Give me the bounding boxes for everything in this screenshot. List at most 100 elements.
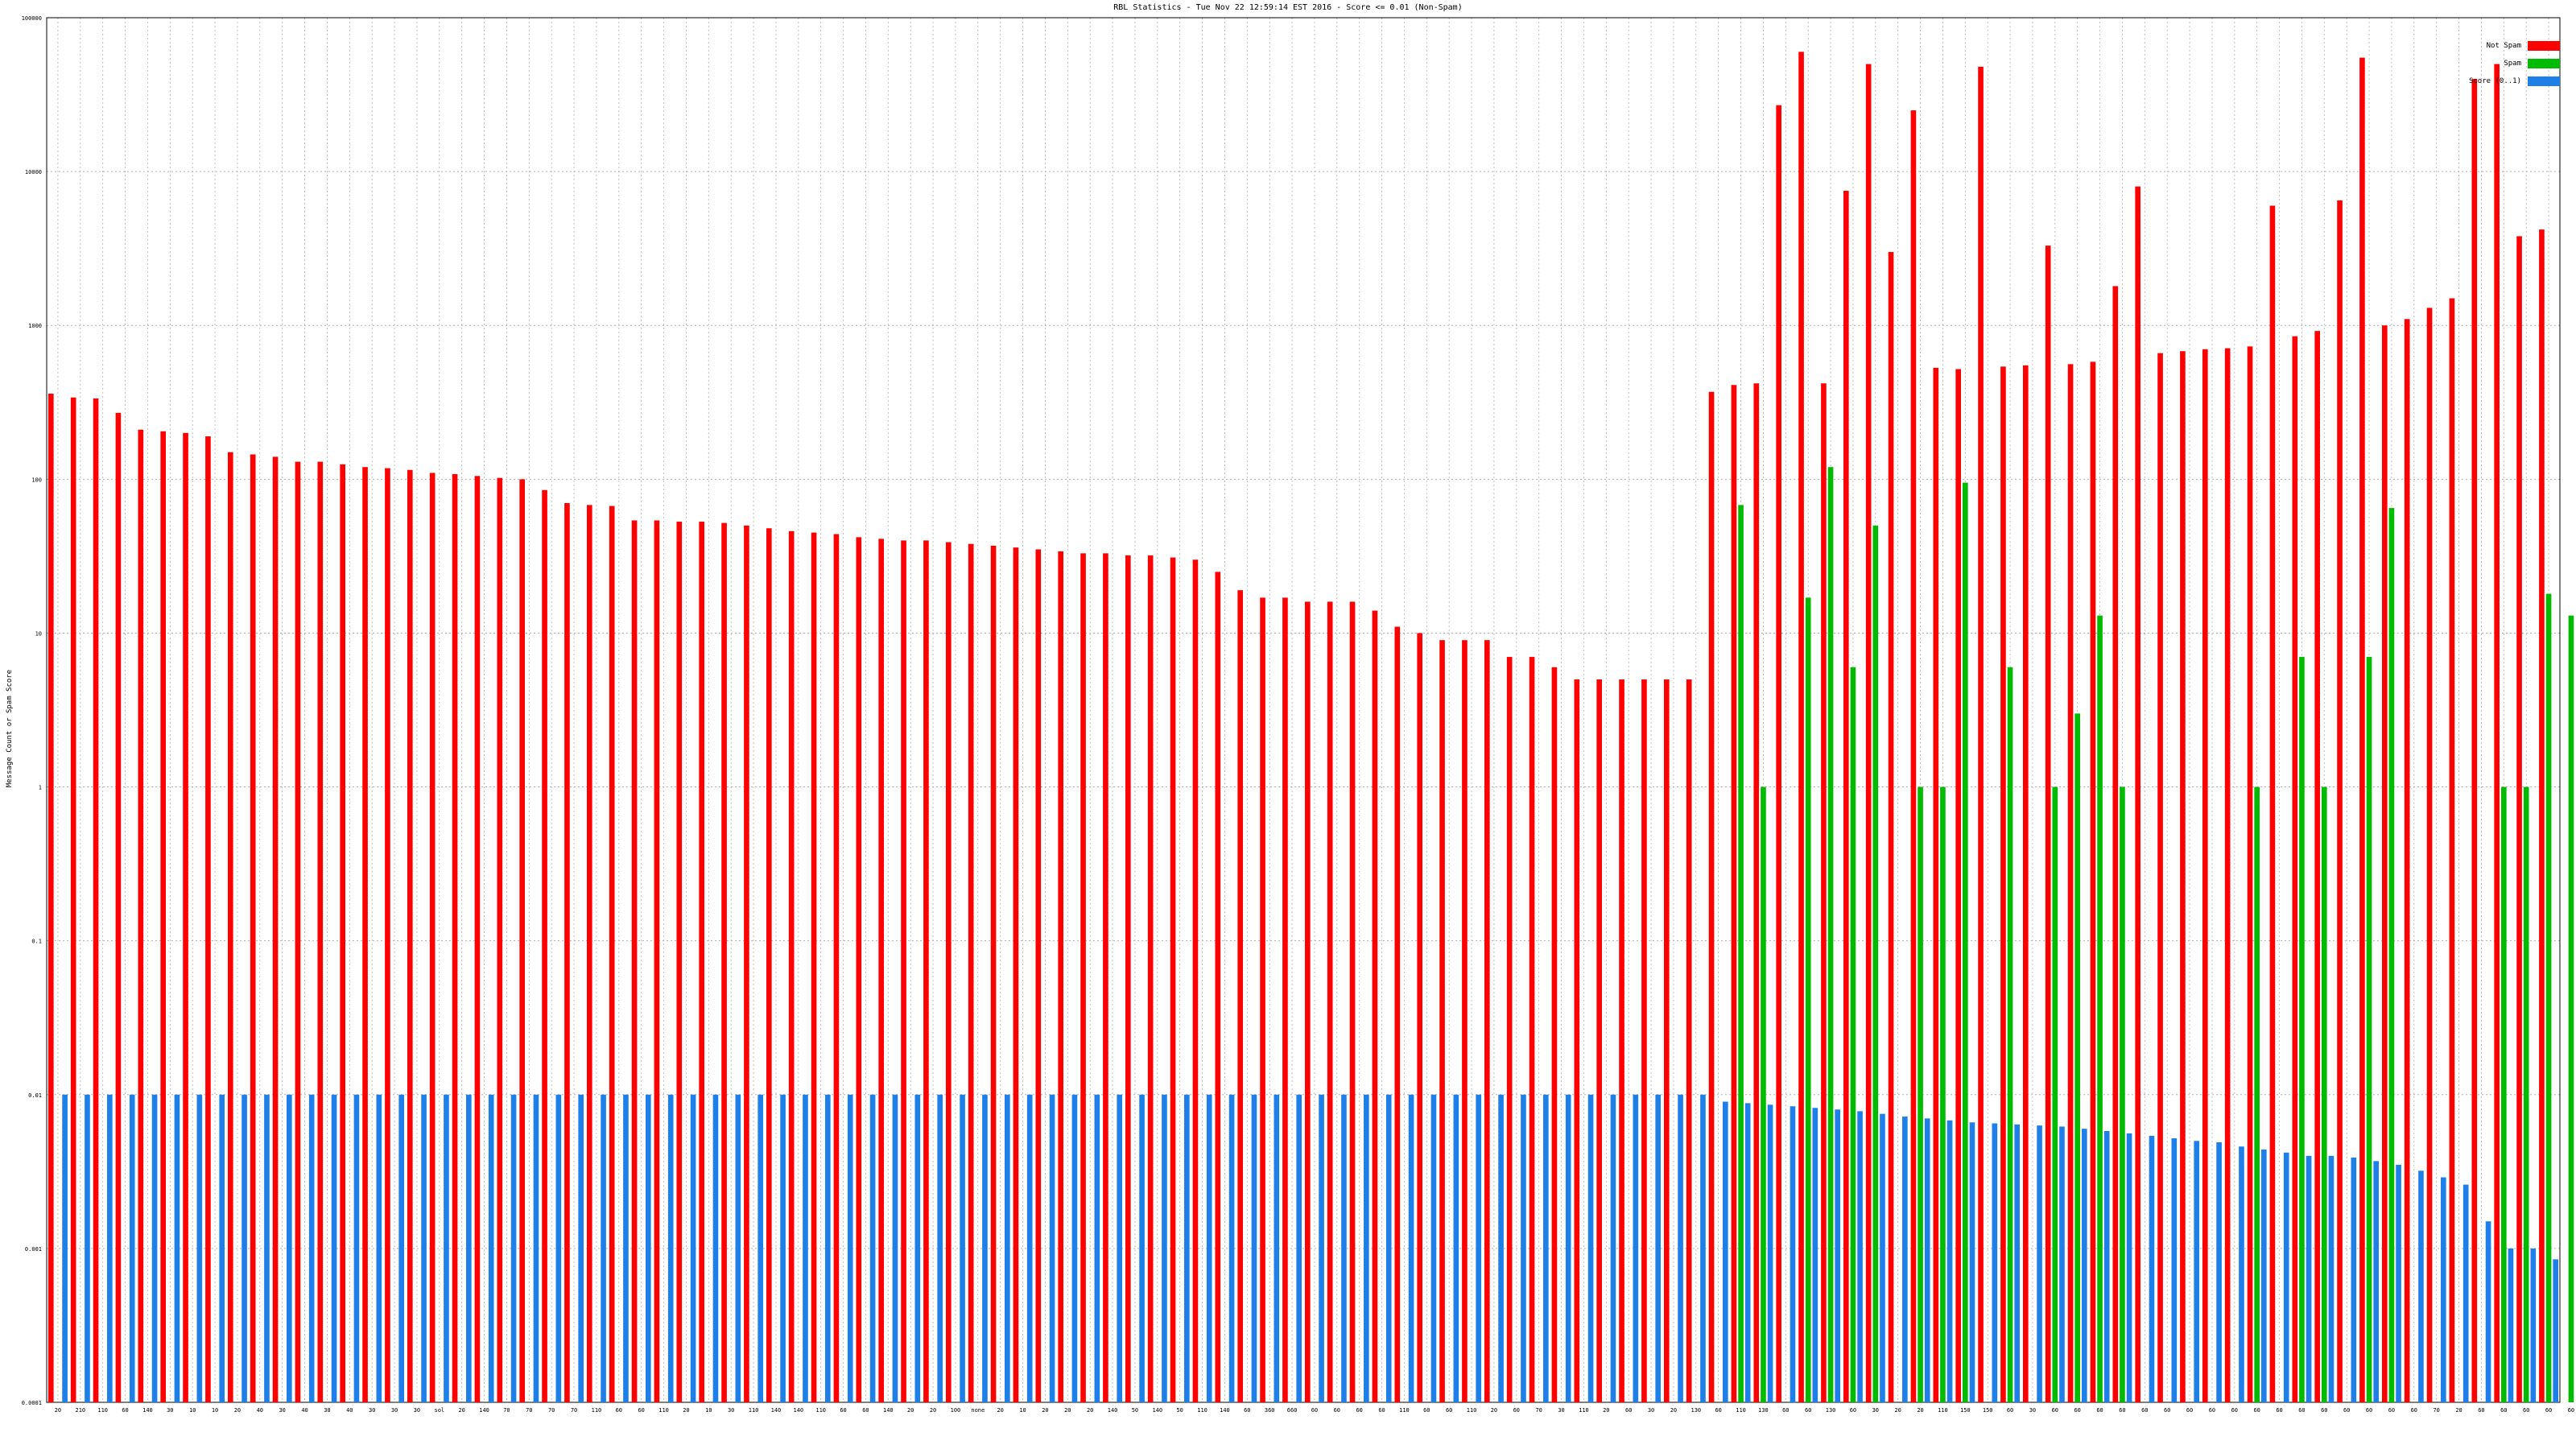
bar-not-spam [1394,626,1401,1402]
bar-not-spam [115,412,122,1402]
bar-spam [2366,657,2372,1402]
bar-not-spam [2359,57,2365,1402]
bar-score-0-1- [264,1094,270,1402]
x-tick-label: 110 [1399,1407,1410,1414]
bar-not-spam [2449,298,2455,1402]
bar-score-0-1- [892,1094,898,1402]
bar-score-0-1- [287,1094,292,1402]
bar-not-spam [362,467,368,1402]
bar-score-0-1- [2149,1135,2155,1402]
bar-score-0-1- [960,1094,965,1402]
bar-score-0-1- [1744,1103,1751,1402]
bar-score-0-1- [1610,1094,1616,1402]
bar-not-spam [699,522,704,1402]
bar-not-spam [2022,365,2029,1402]
x-tick-label: 30 [1872,1407,1879,1414]
bar-not-spam [2314,331,2320,1402]
x-tick-label: 60 [2007,1407,2013,1414]
chart-title: RBL Statistics - Tue Nov 22 12:59:14 EST… [1113,3,1463,12]
legend-item-spam: Spam [2469,55,2560,72]
bar-not-spam [2045,246,2051,1403]
bar-score-0-1- [780,1094,786,1402]
bar-not-spam [2000,366,2006,1402]
bar-score-0-1- [2328,1155,2334,1402]
bar-score-0-1- [1430,1094,1437,1402]
x-tick-label: 30 [279,1407,285,1414]
bar-not-spam [2112,286,2119,1403]
x-tick-label: 130 [1826,1407,1836,1414]
bar-not-spam [2090,361,2096,1403]
x-tick-label: 20 [1087,1407,1093,1414]
bar-spam [2500,786,2507,1402]
legend-label-not-spam: Not Spam [2486,42,2521,50]
x-tick-label: 210 [75,1407,85,1414]
bar-not-spam [295,461,301,1402]
y-tick-label: 1 [39,785,42,791]
x-tick-label: 20 [1491,1407,1497,1414]
x-tick-label: 30 [369,1407,375,1414]
x-tick-label: 10 [705,1407,712,1414]
bar-score-0-1- [308,1094,315,1402]
bar-not-spam [138,429,144,1402]
x-tick-label: 40 [257,1407,263,1414]
x-tick-label: 60 [122,1407,128,1414]
bar-not-spam [1125,555,1131,1402]
bar-spam [1940,786,1946,1402]
x-tick-label: 60 [2119,1407,2125,1414]
x-tick-label: none [971,1407,985,1414]
bar-not-spam [1439,640,1445,1402]
bar-spam [2545,593,2552,1402]
bar-not-spam [1933,367,1939,1403]
bar-score-0-1- [2283,1152,2289,1402]
bar-score-0-1- [2351,1157,2357,1402]
x-tick-label: 20 [1917,1407,1923,1414]
bar-score-0-1- [1902,1117,1908,1402]
x-tick-label: 60 [2568,1407,2574,1414]
x-tick-label: 30 [167,1407,173,1414]
bar-not-spam [1215,572,1221,1402]
bar-not-spam [2494,64,2500,1403]
bar-not-spam [1192,559,1199,1403]
bar-not-spam [2067,364,2074,1402]
x-tick-label: 20 [683,1407,689,1414]
bar-score-0-1- [1476,1094,1482,1402]
bar-not-spam [1821,383,1827,1402]
bar-score-0-1- [1005,1094,1010,1402]
bar-not-spam [385,468,390,1402]
x-tick-label: 60 [1715,1407,1721,1414]
bar-not-spam [766,528,772,1402]
x-tick-label: 60 [1446,1407,1452,1414]
bar-not-spam [1910,110,1917,1403]
bar-not-spam [1170,557,1176,1402]
bar-not-spam [1686,679,1692,1402]
y-tick-label: 100 [31,477,42,483]
x-tick-label: 20 [2455,1407,2462,1414]
bar-not-spam [183,432,188,1402]
bar-score-0-1- [2530,1248,2537,1402]
bar-score-0-1- [1723,1101,1728,1402]
bar-not-spam [1327,601,1333,1402]
bar-score-0-1- [1880,1113,1885,1402]
bar-not-spam [1282,597,1288,1402]
bar-spam [2097,615,2103,1402]
x-tick-label: 60 [1378,1407,1385,1414]
bar-spam [2074,713,2081,1402]
x-tick-label: 110 [1736,1407,1746,1414]
bar-score-0-1- [601,1094,606,1402]
bar-spam [1850,667,1856,1402]
x-tick-label: 60 [1625,1407,1632,1414]
bar-score-0-1- [1543,1094,1549,1402]
bar-score-0-1- [1296,1094,1302,1402]
x-tick-label: 60 [2366,1407,2372,1414]
bar-not-spam [497,477,503,1403]
bar-score-0-1- [421,1094,427,1402]
bar-spam [1761,786,1766,1402]
bar-spam [1738,505,1744,1402]
x-tick-label: 60 [2052,1407,2058,1414]
bar-score-0-1- [1206,1094,1212,1402]
bar-not-spam [340,464,345,1402]
plot-frame [46,17,2561,1403]
x-tick-label: 10 [189,1407,196,1414]
x-tick-label: 140 [1108,1407,1118,1414]
